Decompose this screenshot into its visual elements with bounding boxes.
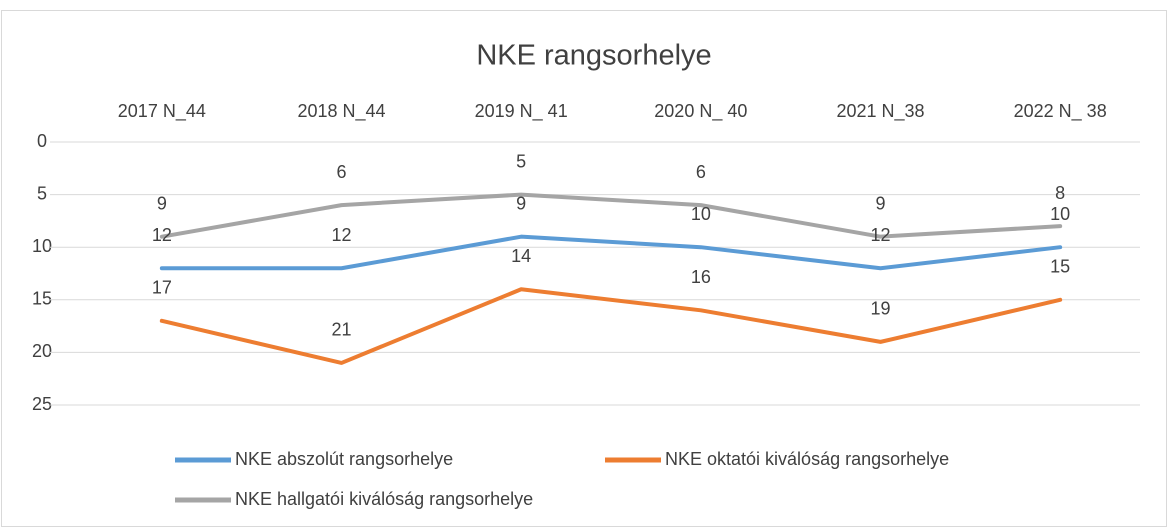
data-label: 17 — [152, 278, 172, 298]
data-label: 10 — [1050, 204, 1070, 224]
x-tick-label: 2018 N_44 — [297, 101, 385, 122]
x-tick-label: 2017 N_44 — [118, 101, 206, 122]
y-tick-label: 15 — [32, 289, 52, 309]
y-tick-label: 0 — [37, 131, 47, 151]
x-tick-label: 2019 N_ 41 — [475, 101, 568, 122]
line-series — [159, 287, 1063, 365]
y-tick-label: 10 — [32, 236, 52, 256]
data-label: 6 — [336, 162, 346, 182]
y-tick-label: 5 — [37, 183, 47, 203]
x-tick-label: 2022 N_ 38 — [1014, 101, 1107, 122]
data-label: 19 — [870, 299, 890, 319]
x-tick-label: 2020 N_ 40 — [654, 101, 747, 122]
data-label: 12 — [331, 225, 351, 245]
legend-label: NKE hallgatói kiválóság rangsorhelye — [235, 489, 533, 509]
y-tick-label: 20 — [32, 341, 52, 361]
data-label: 12 — [152, 225, 172, 245]
data-label: 14 — [511, 246, 531, 266]
data-label: 8 — [1055, 183, 1065, 203]
data-label: 16 — [691, 267, 711, 287]
data-label: 12 — [870, 225, 890, 245]
data-label: 9 — [157, 193, 167, 213]
line-series — [159, 234, 1063, 271]
data-label: 6 — [696, 162, 706, 182]
data-label: 9 — [875, 193, 885, 213]
data-label: 15 — [1050, 257, 1070, 277]
data-label: 9 — [516, 193, 526, 213]
line-series — [159, 192, 1063, 239]
data-label: 5 — [516, 151, 526, 171]
chart-title: NKE rangsorhelye — [476, 40, 711, 72]
x-tick-label: 2021 N_38 — [836, 101, 924, 122]
data-label: 21 — [331, 320, 351, 340]
legend-label: NKE abszolút rangsorhelye — [235, 449, 453, 469]
legend-label: NKE oktatói kiválóság rangsorhelye — [665, 449, 949, 469]
data-label: 10 — [691, 204, 711, 224]
y-tick-label: 25 — [32, 394, 52, 414]
